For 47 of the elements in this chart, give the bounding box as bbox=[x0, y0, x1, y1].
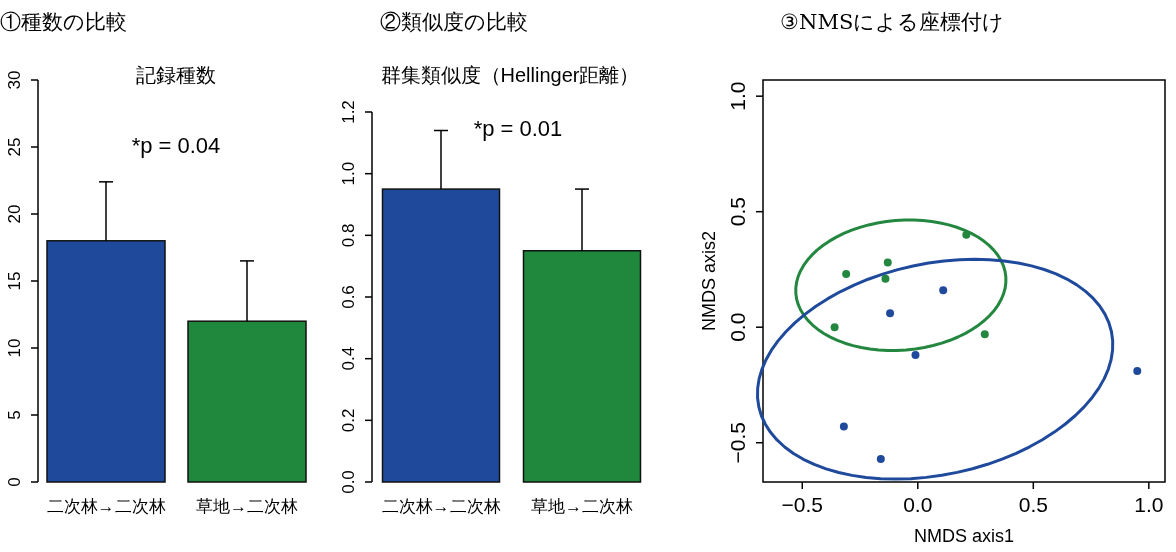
y-tick-label: 1.2 bbox=[339, 100, 358, 124]
x-tick-label: 0.0 bbox=[903, 493, 933, 516]
x-tick-label: 二次林→二次林 bbox=[381, 497, 501, 516]
point bbox=[980, 330, 989, 339]
annotation: *p = 0.04 bbox=[131, 133, 221, 158]
point bbox=[962, 230, 971, 239]
annotation: *p = 0.01 bbox=[473, 116, 563, 141]
y-tick-label: 25 bbox=[5, 137, 24, 157]
point bbox=[881, 274, 890, 283]
point bbox=[911, 350, 920, 359]
y-tick-label: 0.2 bbox=[339, 408, 358, 433]
y-tick-label: 15 bbox=[5, 271, 24, 291]
y-tick-label: 0 bbox=[5, 477, 24, 487]
y-tick-label: 1.0 bbox=[339, 161, 358, 186]
point bbox=[842, 270, 851, 279]
y-tick-label: 30 bbox=[5, 70, 24, 90]
y-tick-label: 1.0 bbox=[726, 81, 749, 111]
point bbox=[830, 323, 839, 332]
point bbox=[839, 422, 848, 431]
y-axis-title: NMDS axis2 bbox=[699, 230, 719, 332]
y-tick-label: 10 bbox=[5, 338, 24, 358]
x-tick-label: 草地→二次林 bbox=[196, 497, 298, 516]
y-tick-label: 20 bbox=[5, 204, 24, 224]
chart-title: ①種数の比較 bbox=[0, 10, 127, 34]
chart-title: ③NMSによる座標付け bbox=[780, 10, 1005, 34]
y-tick-label: 5 bbox=[5, 410, 24, 420]
y-tick-label: 0.0 bbox=[726, 312, 749, 342]
y-tick-label: −0.5 bbox=[726, 421, 749, 464]
point bbox=[876, 454, 885, 463]
y-tick-label: 0.8 bbox=[339, 223, 358, 248]
y-tick-label: 0.0 bbox=[339, 470, 358, 494]
x-tick-label: 二次林→二次林 bbox=[46, 497, 166, 516]
x-tick-label: 草地→二次林 bbox=[531, 497, 633, 516]
chart-subtitle: 群集類似度（Hellinger距離） bbox=[380, 64, 640, 86]
x-tick-label: 1.0 bbox=[1134, 493, 1164, 516]
x-tick-label: 0.5 bbox=[1018, 493, 1048, 516]
point bbox=[883, 258, 892, 267]
chart-title: ②類似度の比較 bbox=[380, 10, 528, 34]
point bbox=[886, 309, 895, 318]
point bbox=[939, 286, 948, 295]
chart-subtitle: 記録種数 bbox=[136, 64, 216, 86]
y-tick-label: 0.4 bbox=[339, 346, 358, 371]
x-axis-title: NMDS axis1 bbox=[913, 526, 1015, 546]
x-tick-label: −0.5 bbox=[781, 493, 824, 516]
y-tick-label: 0.5 bbox=[726, 197, 749, 227]
y-tick-label: 0.6 bbox=[339, 285, 358, 309]
point bbox=[1133, 367, 1142, 376]
